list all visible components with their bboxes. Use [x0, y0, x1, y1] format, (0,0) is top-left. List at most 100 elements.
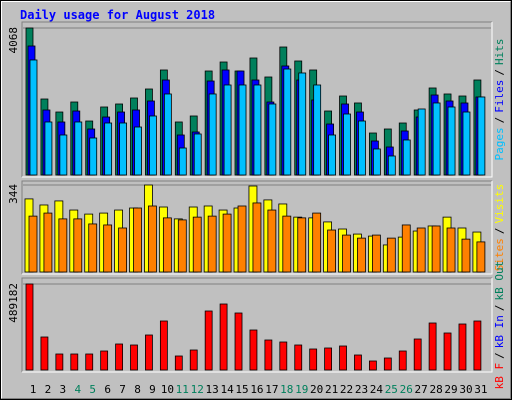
x-tick-label: 23: [355, 383, 368, 396]
x-tick-label: 30: [459, 383, 472, 396]
bar: [189, 349, 198, 371]
bar: [178, 147, 187, 176]
legend-separator: /: [493, 117, 506, 124]
bar: [298, 72, 307, 176]
x-tick-label: 5: [89, 383, 96, 396]
bar: [118, 227, 127, 273]
x-tick-label: 8: [134, 383, 141, 396]
y-tick-label: 344: [7, 184, 20, 204]
legend: Pages / Files / Hits: [493, 39, 506, 161]
bar: [282, 215, 292, 273]
legend-entry: Sites: [493, 238, 506, 271]
bar: [103, 224, 113, 273]
bar: [267, 209, 277, 273]
legend-separator: /: [493, 228, 506, 235]
bar: [432, 102, 441, 176]
bar: [368, 360, 377, 371]
bar: [283, 68, 292, 176]
bar: [312, 212, 322, 273]
bar: [297, 217, 307, 273]
bar: [357, 237, 366, 273]
bar: [58, 218, 68, 273]
legend: kB F / kB In / kB Out: [493, 261, 506, 390]
bar: [401, 224, 411, 273]
bar: [145, 334, 153, 371]
bar: [89, 137, 98, 176]
x-tick-label: 11: [176, 383, 189, 396]
bar: [446, 227, 456, 273]
x-tick-label: 24: [370, 383, 384, 396]
bar: [148, 205, 157, 273]
bar: [461, 238, 471, 273]
bar: [386, 237, 396, 273]
bar: [279, 341, 288, 371]
legend-separator: /: [493, 69, 506, 76]
bar: [73, 218, 83, 273]
x-tick-label: 7: [119, 383, 126, 396]
x-tick-label: 21: [325, 383, 338, 396]
bar: [159, 320, 168, 371]
panel-bevel: [21, 21, 492, 177]
bar: [104, 122, 113, 176]
bar: [223, 84, 232, 176]
bar: [207, 215, 217, 273]
x-tick-label: 29: [444, 383, 457, 396]
bar: [428, 322, 437, 371]
bar: [387, 155, 396, 176]
bar: [458, 323, 467, 371]
bar: [162, 217, 172, 273]
bar: [130, 344, 138, 371]
bar: [473, 320, 482, 371]
x-tick-label: 1: [30, 383, 37, 396]
x-tick-label: 4: [74, 383, 81, 396]
bar: [477, 96, 486, 176]
bar: [222, 213, 232, 273]
x-tick-label: 14: [220, 383, 234, 396]
bar: [372, 148, 381, 176]
x-tick-label: 20: [310, 383, 323, 396]
legend-entry: kB Out: [493, 261, 506, 301]
bar: [417, 108, 426, 176]
bar: [85, 353, 94, 371]
panel-bevel: [22, 278, 493, 373]
x-tick-label: 13: [206, 383, 219, 396]
panel-bevel: [22, 22, 493, 178]
bar: [324, 347, 333, 371]
bar: [40, 336, 49, 371]
chart-title: Daily usage for August 2018: [20, 8, 215, 22]
x-tick-label: 19: [295, 383, 308, 396]
legend-separator: /: [493, 352, 506, 359]
x-tick-label: 12: [191, 383, 204, 396]
bar: [431, 225, 441, 273]
x-tick-label: 9: [149, 383, 156, 396]
bar: [100, 350, 109, 371]
bar: [55, 353, 64, 371]
x-tick-label: 17: [265, 383, 278, 396]
legend-entry: kB In: [493, 315, 506, 348]
bar: [59, 134, 68, 176]
bar: [149, 115, 157, 176]
legend-separator: /: [493, 304, 506, 311]
bar: [416, 227, 426, 273]
bar: [398, 350, 407, 371]
bar: [358, 120, 366, 176]
x-tick-label: 2: [45, 383, 52, 396]
x-tick-label: 31: [474, 383, 487, 396]
legend-entry: Hits: [493, 39, 506, 66]
bar: [309, 348, 318, 371]
bar: [219, 303, 228, 371]
bar: [447, 106, 456, 176]
bar: [193, 133, 202, 176]
bar: [115, 343, 123, 371]
bar: [208, 93, 217, 176]
legend-entry: Visits: [493, 184, 506, 224]
bar: [177, 219, 187, 273]
x-tick-label: 18: [280, 383, 293, 396]
bar: [313, 84, 322, 176]
bar: [328, 134, 337, 176]
bar: [462, 111, 471, 176]
bar: [43, 212, 53, 273]
y-tick-label: 489182: [7, 283, 20, 323]
